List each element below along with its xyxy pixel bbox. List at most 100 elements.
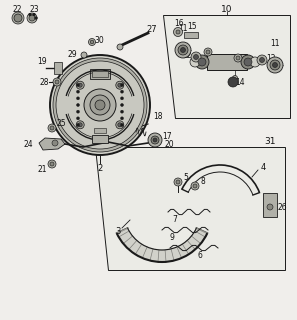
Circle shape (53, 78, 61, 86)
Polygon shape (163, 15, 290, 118)
Bar (184, 32, 198, 38)
Circle shape (191, 52, 201, 62)
Text: 7: 7 (173, 215, 177, 225)
Circle shape (121, 103, 124, 107)
Text: 16: 16 (174, 19, 184, 28)
Circle shape (273, 62, 277, 68)
Text: 13: 13 (234, 60, 244, 69)
Circle shape (153, 138, 157, 142)
Text: 11: 11 (270, 38, 280, 47)
Text: 10: 10 (221, 4, 233, 13)
Bar (94, 128, 106, 133)
Circle shape (233, 76, 238, 81)
Polygon shape (54, 62, 62, 74)
Circle shape (118, 123, 122, 127)
Circle shape (116, 81, 124, 89)
Circle shape (77, 90, 80, 93)
Text: 31: 31 (264, 137, 276, 146)
Polygon shape (39, 138, 65, 150)
Circle shape (121, 90, 124, 93)
Circle shape (35, 17, 37, 19)
Circle shape (117, 44, 123, 50)
Text: 25: 25 (56, 118, 66, 127)
Circle shape (236, 56, 240, 60)
Text: 4: 4 (260, 163, 266, 172)
Circle shape (121, 84, 124, 86)
Circle shape (121, 110, 124, 113)
Bar (92, 135, 108, 143)
Circle shape (244, 58, 252, 66)
Circle shape (50, 126, 54, 130)
Text: 19: 19 (37, 57, 47, 66)
Circle shape (116, 121, 124, 129)
Circle shape (173, 28, 182, 36)
Circle shape (193, 184, 197, 188)
Circle shape (250, 57, 260, 67)
Text: 17: 17 (162, 132, 172, 140)
Text: 14: 14 (235, 77, 245, 86)
Text: 21: 21 (37, 164, 47, 173)
Circle shape (78, 123, 82, 127)
Text: 24: 24 (23, 140, 33, 148)
Circle shape (190, 57, 200, 67)
Circle shape (260, 58, 265, 62)
Bar (90, 69, 110, 79)
Circle shape (228, 77, 238, 87)
Bar (207, 54, 247, 70)
Text: 29: 29 (67, 50, 77, 59)
Circle shape (56, 61, 144, 149)
Circle shape (81, 52, 87, 58)
Circle shape (118, 83, 122, 87)
Circle shape (84, 89, 116, 121)
Circle shape (27, 13, 37, 23)
Circle shape (77, 110, 80, 113)
Circle shape (191, 182, 199, 190)
Circle shape (52, 140, 58, 146)
Circle shape (174, 178, 182, 186)
Circle shape (176, 30, 180, 34)
Circle shape (198, 58, 206, 66)
Circle shape (89, 38, 96, 45)
Circle shape (76, 81, 84, 89)
Circle shape (29, 13, 31, 16)
Text: 5: 5 (184, 172, 188, 181)
Polygon shape (95, 147, 285, 270)
Circle shape (204, 48, 212, 56)
Text: 11: 11 (178, 23, 188, 33)
Circle shape (195, 55, 209, 69)
Circle shape (267, 204, 273, 210)
Circle shape (77, 97, 80, 100)
Circle shape (234, 54, 242, 62)
Circle shape (90, 95, 110, 115)
Bar (263, 193, 277, 217)
Text: 15: 15 (187, 21, 197, 30)
Circle shape (76, 121, 84, 129)
Circle shape (175, 42, 191, 58)
Text: 2: 2 (97, 164, 103, 172)
Text: 20: 20 (164, 140, 174, 148)
Text: 27: 27 (147, 25, 157, 34)
Circle shape (55, 80, 59, 84)
Text: 12: 12 (266, 53, 276, 62)
Text: 23: 23 (29, 4, 39, 13)
Circle shape (77, 117, 80, 120)
Circle shape (14, 14, 22, 22)
Text: 22: 22 (12, 4, 22, 13)
Circle shape (148, 133, 162, 147)
Circle shape (77, 84, 80, 86)
Circle shape (50, 162, 54, 166)
Circle shape (241, 55, 255, 69)
Circle shape (178, 45, 188, 55)
Bar (92, 71, 108, 77)
Circle shape (33, 13, 35, 16)
Text: 8: 8 (201, 177, 205, 186)
Text: 13: 13 (204, 54, 214, 63)
Circle shape (48, 160, 56, 168)
Circle shape (90, 40, 94, 44)
Text: 18: 18 (153, 111, 163, 121)
Text: 28: 28 (39, 77, 49, 86)
Circle shape (257, 55, 267, 65)
Circle shape (121, 117, 124, 120)
Circle shape (77, 103, 80, 107)
Circle shape (267, 57, 283, 73)
